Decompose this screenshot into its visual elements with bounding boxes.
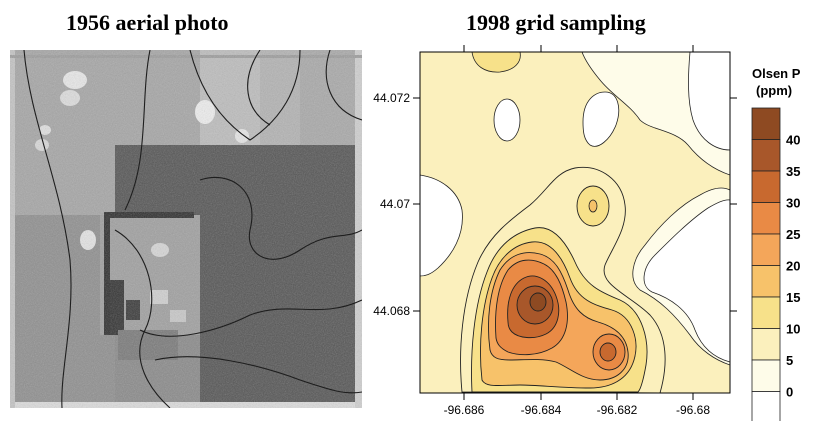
legend-labels: 40 35 30 25 20 15 10 5 0	[786, 133, 800, 400]
zone-white-left	[420, 174, 463, 277]
map-frame	[419, 51, 731, 394]
legend-swatch	[751, 359, 781, 392]
x-tick-label: -96.686	[444, 403, 485, 417]
legend-level-label: 30	[786, 196, 800, 211]
legend-swatch	[751, 233, 781, 266]
contour-map: 44.072 44.07 44.068 -96.686 -96.684 -96.…	[373, 45, 737, 417]
x-tick-label: -96.684	[521, 403, 562, 417]
legend-swatch	[751, 391, 781, 421]
legend: Olsen P (ppm) 40 35 30 25 20 15 10 5 0	[751, 66, 801, 421]
legend-level-label: 10	[786, 322, 800, 337]
grid-sampling-title: 1998 grid sampling	[466, 10, 646, 35]
zone-white-topright	[688, 52, 730, 151]
legend-level-label: 0	[786, 385, 793, 400]
legend-level-label: 35	[786, 164, 800, 179]
zone-top-blob	[471, 52, 521, 73]
aerial-photo-title: 1956 aerial photo	[66, 10, 229, 35]
x-tick-label: -96.68	[676, 403, 710, 417]
legend-swatches	[751, 107, 781, 421]
aerial-photo	[10, 50, 362, 408]
contour-peak	[529, 292, 547, 312]
legend-swatch	[751, 202, 781, 235]
y-tick-label: 44.07	[380, 197, 410, 211]
zone-white-upper-right	[582, 91, 620, 147]
legend-swatch	[751, 170, 781, 203]
legend-level-label: 20	[786, 259, 800, 274]
y-tick-label: 44.072	[373, 91, 410, 105]
legend-title-line1: Olsen P	[752, 66, 801, 81]
legend-level-label: 5	[786, 353, 793, 368]
legend-swatch	[751, 139, 781, 172]
legend-title-line2: (ppm)	[756, 83, 792, 98]
north-hotspot-20	[588, 199, 598, 213]
legend-swatch	[751, 265, 781, 298]
legend-level-label: 40	[786, 133, 800, 148]
zone-white-right	[643, 199, 730, 363]
x-tick-label: -96.682	[597, 403, 638, 417]
zone-white-left-pocket	[493, 98, 521, 142]
secondary-hotspot-35	[599, 342, 617, 362]
y-tick-label: 44.068	[373, 304, 410, 318]
legend-level-label: 15	[786, 290, 800, 305]
legend-swatch	[751, 296, 781, 329]
legend-swatch	[751, 107, 781, 140]
legend-swatch	[751, 328, 781, 361]
legend-level-label: 25	[786, 227, 800, 242]
